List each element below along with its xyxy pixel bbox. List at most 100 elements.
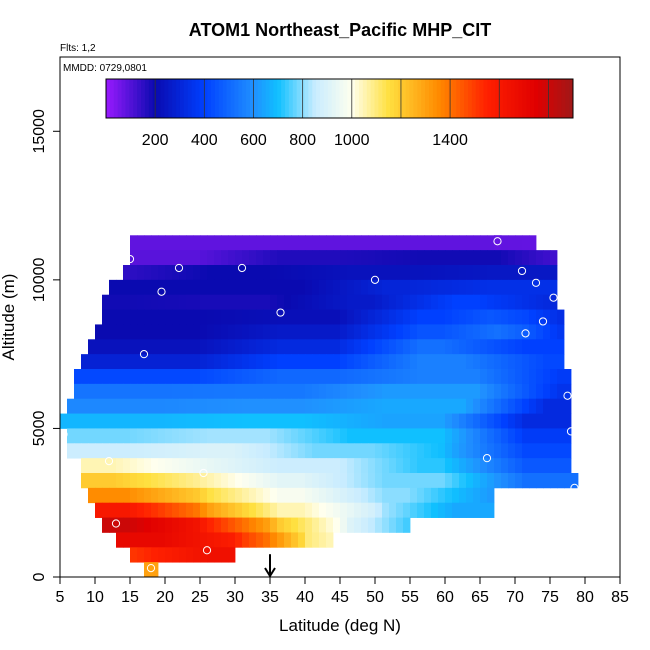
heatmap-cell [130,517,138,533]
heatmap-cell [536,324,544,340]
heatmap-cell [116,309,124,325]
heatmap-cell [172,294,180,310]
heatmap-cell [172,547,180,563]
heatmap-cell [249,458,257,474]
heatmap-cell [501,369,509,385]
heatmap-cell [235,413,243,429]
heatmap-cell [221,250,229,266]
heatmap-cell [193,473,201,489]
heatmap-cell [312,250,320,266]
heatmap-cell [221,487,229,504]
heatmap-cell [438,428,446,444]
x-tick-label: 20 [156,589,174,606]
heatmap-cell [438,235,446,251]
colorbar-segment [253,79,259,118]
heatmap-cell [543,250,551,266]
colorbar-tick-label: 400 [191,132,218,149]
heatmap-cell [186,265,194,281]
heatmap-cell [291,517,299,533]
heatmap-cell [151,532,159,548]
heatmap-cell [228,398,236,414]
heatmap-cell [305,265,313,281]
heatmap-cell [214,443,222,459]
heatmap-cell [109,369,117,385]
heatmap-cell [550,309,558,325]
heatmap-cell [102,473,110,489]
observation-point [111,519,121,528]
heatmap-cell [263,532,271,548]
heatmap-cell [214,532,222,548]
heatmap-cell [221,294,229,310]
observation-point [174,263,184,273]
heatmap-cell [235,487,243,504]
heatmap-cell [543,309,551,325]
colorbar-segment [561,79,566,118]
heatmap-cell [417,309,425,325]
heatmap-cell [368,235,376,251]
heatmap-cell [249,309,257,325]
heatmap-cell [95,443,103,459]
colorbar-segment [316,79,321,118]
heatmap-cell [368,339,376,355]
colorbar-segment [121,79,126,118]
colorbar-segment [413,79,418,118]
x-tick-label: 30 [226,589,244,606]
heatmap-cell [291,502,299,518]
observation-point [566,427,576,436]
heatmap-cell [137,294,145,310]
heatmap-cell [536,279,544,296]
colorbar-segment [211,79,216,118]
heatmap-cell [137,354,145,370]
heatmap-cell [291,279,299,296]
heatmap-cell [74,383,82,400]
heatmap-cell [214,383,222,400]
colorbar-segment [312,79,317,118]
heatmap-cell [158,309,166,325]
heatmap-cell [501,339,509,355]
heatmap-cell [445,294,453,310]
heatmap-cell [312,517,320,533]
heatmap-cell [515,473,523,489]
heatmap-cell [228,473,236,489]
heatmap-cell [270,235,278,251]
colorbar-segment [144,79,150,118]
heatmap-cell [116,502,124,518]
colorbar-segment [288,79,294,118]
x-tick-label: 65 [471,589,489,606]
heatmap-cell [242,532,250,548]
heatmap-cell [389,428,397,444]
colorbar-segment [401,79,407,118]
colorbar-segment [269,79,274,118]
heatmap-cell [242,428,250,444]
heatmap-cell [494,398,502,414]
heatmap-cell [207,443,215,459]
heatmap-cell [263,443,271,459]
heatmap-cell [242,250,250,266]
colorbar-segment [246,79,251,118]
observation-point [538,317,548,326]
heatmap-cell [452,324,460,340]
heatmap-cell [424,398,432,414]
heatmap-cell [361,487,369,504]
heatmap-cell [389,279,397,296]
heatmap-cell [515,250,523,266]
heatmap-cell [200,250,208,266]
colorbar-segment [199,79,204,118]
heatmap-cell [214,294,222,310]
heatmap-cell [221,235,229,251]
heatmap-cell [487,279,495,296]
heatmap-cell [403,339,411,355]
heatmap-cell [438,279,446,296]
heatmap-cell [263,250,271,266]
heatmap-cell [130,235,138,251]
heatmap-cell [536,250,544,266]
heatmap-cell [214,309,222,325]
heatmap-cell [466,235,474,251]
heatmap-cell [347,443,355,459]
heatmap-cell [466,428,474,444]
heatmap-cell [466,369,474,385]
heatmap-cell [186,532,194,548]
heatmap-cell [312,265,320,281]
